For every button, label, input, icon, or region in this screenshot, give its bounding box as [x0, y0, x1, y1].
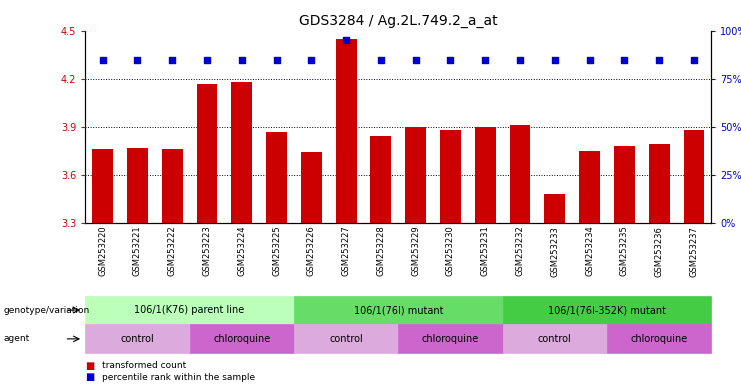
Point — [445, 56, 456, 63]
Bar — [683, 130, 705, 223]
Text: GSM253224: GSM253224 — [237, 226, 246, 276]
Point — [375, 56, 387, 63]
Text: control: control — [121, 334, 154, 344]
Text: GSM253227: GSM253227 — [342, 226, 350, 276]
Text: agent: agent — [4, 334, 30, 343]
Point — [305, 56, 317, 63]
Text: GSM253231: GSM253231 — [481, 226, 490, 276]
Text: 106/1(76I-352K) mutant: 106/1(76I-352K) mutant — [548, 305, 666, 315]
Text: GSM253232: GSM253232 — [516, 226, 525, 276]
Point — [166, 56, 178, 63]
Text: GSM253225: GSM253225 — [272, 226, 281, 276]
Bar — [85, 31, 120, 223]
Text: ■: ■ — [85, 372, 94, 382]
Text: transformed count: transformed count — [102, 361, 186, 370]
Text: GSM253223: GSM253223 — [202, 226, 211, 276]
Text: GSM253233: GSM253233 — [551, 226, 559, 276]
Bar — [294, 31, 329, 223]
Bar — [336, 39, 356, 223]
Point — [96, 56, 108, 63]
Bar — [614, 146, 635, 223]
Bar — [301, 152, 322, 223]
Bar — [370, 136, 391, 223]
Text: GSM253229: GSM253229 — [411, 226, 420, 276]
Text: GSM253237: GSM253237 — [689, 226, 699, 276]
Text: GSM253221: GSM253221 — [133, 226, 142, 276]
Bar — [364, 31, 398, 223]
Point — [514, 56, 526, 63]
Point — [201, 56, 213, 63]
Point — [131, 56, 143, 63]
Bar — [649, 144, 670, 223]
Bar — [545, 194, 565, 223]
Text: GSM253228: GSM253228 — [376, 226, 385, 276]
Point — [549, 56, 561, 63]
Bar — [537, 31, 572, 223]
Point — [688, 56, 700, 63]
Text: control: control — [329, 334, 363, 344]
Bar — [475, 127, 496, 223]
Bar — [572, 31, 607, 223]
Text: control: control — [538, 334, 572, 344]
Bar — [433, 31, 468, 223]
Bar — [92, 149, 113, 223]
Bar — [127, 147, 147, 223]
Text: GSM253235: GSM253235 — [620, 226, 629, 276]
Bar — [405, 127, 426, 223]
Point — [584, 56, 596, 63]
Bar — [190, 31, 225, 223]
Bar — [266, 131, 287, 223]
Bar — [468, 31, 502, 223]
Text: GSM253236: GSM253236 — [655, 226, 664, 276]
Text: chloroquine: chloroquine — [422, 334, 479, 344]
Bar — [510, 125, 531, 223]
Bar — [677, 31, 711, 223]
Point — [619, 56, 631, 63]
Bar — [329, 31, 364, 223]
Point — [479, 56, 491, 63]
Bar — [579, 151, 600, 223]
Bar — [196, 84, 217, 223]
Bar — [440, 130, 461, 223]
Text: percentile rank within the sample: percentile rank within the sample — [102, 372, 255, 382]
Bar — [120, 31, 155, 223]
Text: GSM253230: GSM253230 — [446, 226, 455, 276]
Bar — [259, 31, 294, 223]
Bar — [607, 31, 642, 223]
Bar — [502, 31, 537, 223]
Text: chloroquine: chloroquine — [631, 334, 688, 344]
Point — [270, 56, 282, 63]
Bar — [225, 31, 259, 223]
Text: GSM253220: GSM253220 — [98, 226, 107, 276]
Point — [410, 56, 422, 63]
Bar — [399, 31, 433, 223]
Text: 106/1(76I) mutant: 106/1(76I) mutant — [353, 305, 443, 315]
Text: GSM253222: GSM253222 — [167, 226, 176, 276]
Text: ■: ■ — [85, 361, 94, 371]
Text: GSM253234: GSM253234 — [585, 226, 594, 276]
Bar — [162, 149, 182, 223]
Text: chloroquine: chloroquine — [213, 334, 270, 344]
Text: 106/1(K76) parent line: 106/1(K76) parent line — [134, 305, 245, 315]
Text: GSM253226: GSM253226 — [307, 226, 316, 276]
Bar — [642, 31, 677, 223]
Text: genotype/variation: genotype/variation — [4, 306, 90, 314]
Bar — [231, 82, 252, 223]
Point — [654, 56, 665, 63]
Point — [236, 56, 247, 63]
Point — [340, 37, 352, 43]
Bar — [155, 31, 190, 223]
Title: GDS3284 / Ag.2L.749.2_a_at: GDS3284 / Ag.2L.749.2_a_at — [299, 14, 498, 28]
